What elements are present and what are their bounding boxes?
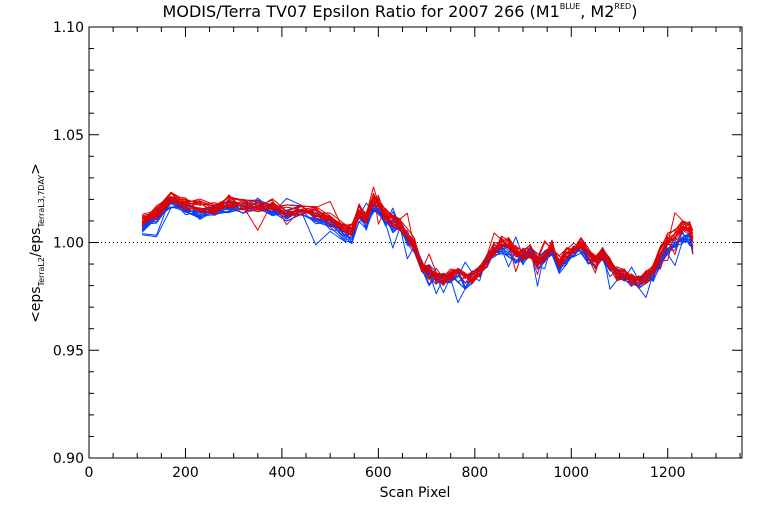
title-sup-red: RED	[614, 2, 631, 11]
ylabel-sub-terra-l3: TerraL3,7DAY	[37, 175, 46, 229]
series-line-m2	[142, 197, 693, 286]
title-middle: , M2	[580, 2, 614, 21]
y-tick-label: 1.10	[53, 20, 84, 36]
ylabel-open: <eps	[28, 286, 44, 323]
x-tick-label: 1000	[553, 465, 589, 481]
series-m2	[141, 186, 694, 287]
x-axis-label: Scan Pixel	[380, 485, 451, 501]
x-tick-label: 1200	[650, 465, 686, 481]
y-tick-label: 0.90	[53, 451, 84, 467]
series-line-m1	[141, 199, 694, 289]
y-tick-label: 0.95	[53, 343, 84, 359]
axes: 0 200 400 600 800 1000 1200 0.90 0.95 1.00 1.05 1.1…	[53, 20, 743, 481]
ylabel-sub-terra-l2: TerraL2	[37, 257, 46, 287]
ylabel-mid: /eps	[28, 228, 44, 258]
title-sup-blue: BLUE	[560, 2, 580, 11]
x-tick-label: 400	[269, 465, 296, 481]
title-suffix: )	[631, 2, 637, 21]
y-tick-label: 1.00	[53, 236, 84, 252]
series-layer	[141, 186, 694, 304]
series-line-m2	[141, 196, 693, 287]
ylabel-close: >	[28, 163, 44, 175]
series-line-m2	[141, 194, 694, 282]
y-axis-label: <epsTerraL2/epsTerraL3,7DAY>	[28, 163, 46, 323]
chart-title: MODIS/Terra TV07 Epsilon Ratio for 2007 …	[163, 2, 638, 21]
y-tick-label: 1.05	[53, 128, 84, 144]
series-line-m1	[141, 199, 694, 290]
x-tick-label: 0	[85, 465, 94, 481]
x-tick-label: 800	[461, 465, 488, 481]
title-prefix: MODIS/Terra TV07 Epsilon Ratio for 2007 …	[163, 2, 560, 21]
series-line-m1	[142, 196, 694, 288]
x-tick-label: 600	[365, 465, 392, 481]
series-line-m1	[141, 201, 694, 287]
x-tick-label: 200	[172, 465, 199, 481]
series-line-m2	[142, 197, 694, 287]
series-line-m2	[141, 195, 694, 284]
